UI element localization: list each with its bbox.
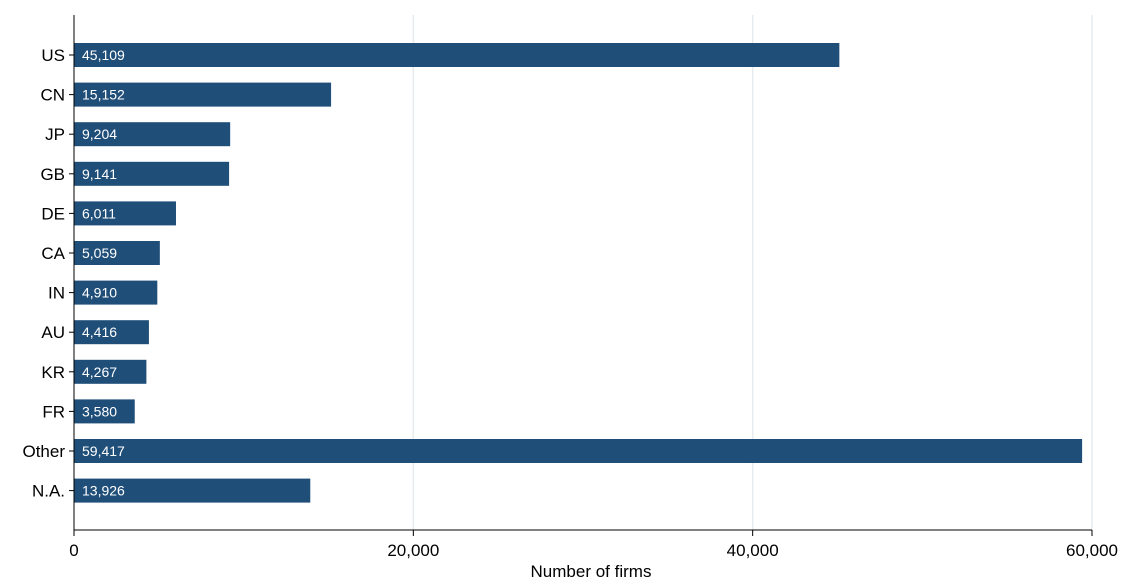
bar-kr [74, 359, 147, 384]
x-tick-label-2: 40,000 [727, 541, 779, 560]
x-tick-label-3: 60,000 [1066, 541, 1118, 560]
value-label-ca: 5,059 [82, 245, 117, 261]
value-label-n-a: 13,926 [82, 483, 125, 499]
category-label-kr: KR [41, 363, 65, 382]
bar-jp [74, 122, 231, 147]
value-label-gb: 9,141 [82, 166, 117, 182]
value-label-in: 4,910 [82, 285, 117, 301]
axes: 0 20,000 40,000 60,000 [69, 15, 1118, 560]
x-tick-label-1: 20,000 [387, 541, 439, 560]
bars: 45,109 US 15,152 CN 9,204 JP 9,141 GB 6,011 DE 5,0… [22, 43, 1083, 503]
value-label-us: 45,109 [82, 47, 125, 63]
bar-au [74, 320, 149, 345]
category-label-jp: JP [45, 125, 65, 144]
value-label-fr: 3,580 [82, 403, 117, 419]
bar-ca [74, 241, 160, 265]
value-label-jp: 9,204 [82, 126, 117, 142]
x-tick-label-0: 0 [69, 541, 78, 560]
value-label-de: 6,011 [82, 205, 116, 221]
bar-de [74, 201, 176, 226]
value-label-kr: 4,267 [82, 364, 117, 380]
category-label-de: DE [41, 204, 65, 223]
category-label-fr: FR [42, 402, 65, 421]
value-label-other: 59,417 [82, 443, 125, 459]
category-label-au: AU [41, 323, 65, 342]
bar-fr [74, 399, 135, 424]
category-label-in: IN [48, 284, 65, 303]
value-label-au: 4,416 [82, 324, 117, 340]
category-label-n-a: N.A. [32, 482, 65, 501]
bar-other [74, 439, 1083, 463]
category-label-ca: CA [41, 244, 65, 263]
category-label-gb: GB [40, 165, 65, 184]
bar-us [74, 43, 840, 67]
category-label-other: Other [22, 442, 65, 461]
bar-in [74, 280, 158, 305]
category-label-cn: CN [40, 86, 65, 105]
x-axis-title: Number of firms [531, 562, 652, 581]
bar-n-a [74, 478, 311, 503]
value-label-cn: 15,152 [82, 87, 125, 103]
bar-gb [74, 161, 230, 186]
category-label-us: US [41, 46, 65, 65]
bar-cn [74, 82, 332, 107]
